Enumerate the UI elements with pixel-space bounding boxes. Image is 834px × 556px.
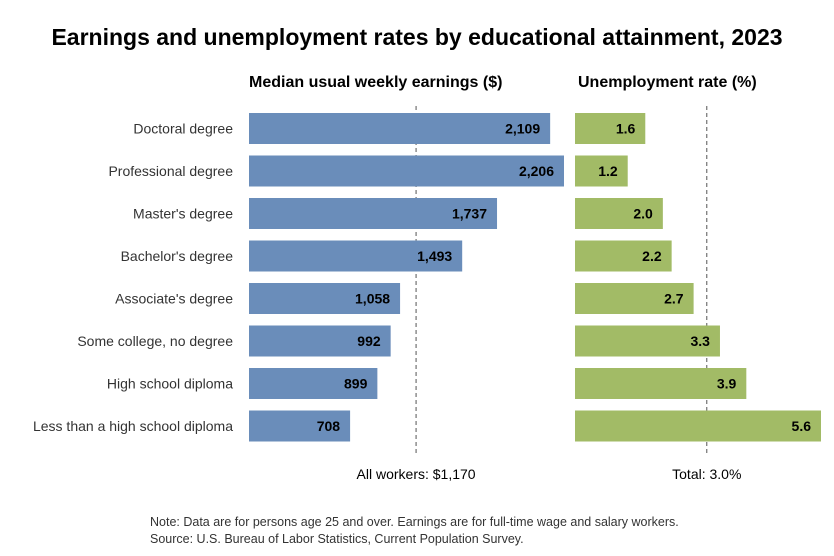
unemployment-value-label: 5.6 [792,418,812,434]
earnings-bar [249,325,391,357]
unemployment-panel: 1.6 1.2 2.0 2.2 2.7 3.3 3.9 5.6 Total: 3.0% [575,106,821,482]
source-text: Source: U.S. Bureau of Labor Statistics,… [150,532,524,546]
note-text: Note: Data are for persons age 25 and ov… [150,515,679,529]
unemployment-value-label: 3.3 [690,333,710,349]
unemployment-bar [575,325,720,357]
earnings-bar [249,113,551,144]
category-label: Professional degree [108,163,233,179]
earnings-bar [249,240,463,272]
category-label: Less than a high school diploma [33,418,233,434]
category-labels: Doctoral degree Professional degree Master… [33,121,233,435]
category-label: High school diploma [107,376,233,392]
unemployment-value-label: 2.0 [633,206,653,222]
earnings-value-label: 1,493 [417,248,452,264]
unemployment-value-label: 1.6 [616,121,636,137]
earnings-bar [249,368,378,399]
earnings-bar [249,410,351,442]
unemployment-bar [575,368,747,399]
unemployment-bar [575,283,694,314]
earnings-bar [249,198,498,229]
unemployment-bar [575,198,663,229]
category-label: Associate's degree [115,291,233,307]
chart-canvas: Doctoral degree Professional degree Master… [33,106,821,482]
earnings-panel: 2,109 2,206 1,737 1,493 1,058 992 899 708 All wo… [249,106,564,482]
chart-title: Earnings and unemployment rates by educa… [51,24,783,50]
earnings-value-label: 2,206 [519,163,554,179]
earnings-value-label: 899 [344,376,368,392]
unemployment-value-label: 3.9 [717,376,737,392]
chart-notes: Note: Data are for persons age 25 and ov… [150,514,679,548]
category-label: Doctoral degree [133,121,233,137]
unemployment-reference-label: Total: 3.0% [672,466,741,482]
unemployment-bar [575,410,821,442]
earnings-value-label: 1,058 [355,291,390,307]
unemployment-panel-title: Unemployment rate (%) [578,74,757,91]
unemployment-bar [575,155,628,187]
earnings-panel-title: Median usual weekly earnings ($) [249,74,503,91]
unemployment-value-label: 2.7 [664,291,684,307]
unemployment-bar [575,113,646,144]
category-label: Master's degree [133,206,233,222]
category-label: Some college, no degree [77,333,233,349]
earnings-value-label: 708 [317,418,341,434]
earnings-bar [249,283,401,314]
unemployment-bar [575,240,672,272]
earnings-reference-label: All workers: $1,170 [357,466,476,482]
earnings-value-label: 1,737 [452,206,487,222]
earnings-bar [249,155,564,187]
unemployment-value-label: 2.2 [642,248,662,264]
category-label: Bachelor's degree [121,248,234,264]
unemployment-value-label: 1.2 [598,163,618,179]
earnings-value-label: 2,109 [505,121,540,137]
earnings-value-label: 992 [357,333,381,349]
